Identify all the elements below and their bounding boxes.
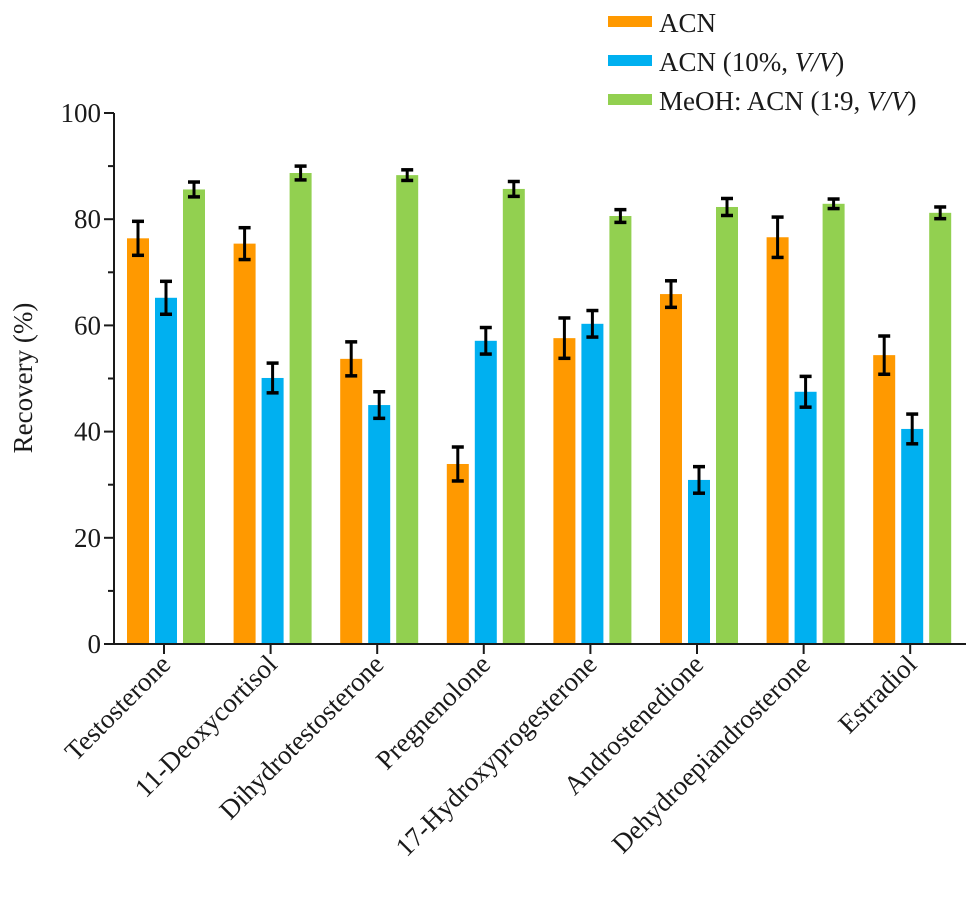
- error-bar: [934, 205, 947, 221]
- legend-label-part: V/V: [795, 47, 839, 77]
- x-category-label: 17-Hydroxyprogesterone: [389, 649, 602, 862]
- x-category-label: Testosterone: [59, 649, 176, 766]
- bar: [340, 358, 363, 644]
- error-bar: [160, 279, 172, 316]
- y-tick-label: 40: [74, 417, 101, 447]
- legend-label-part: ACN: [659, 8, 716, 38]
- bar: [929, 212, 952, 644]
- bar: [396, 175, 419, 644]
- legend-swatch: [608, 55, 652, 66]
- y-tick-label: 0: [88, 629, 102, 659]
- bar: [794, 391, 817, 644]
- bar: [553, 338, 576, 644]
- error-bar: [693, 464, 705, 495]
- error-bar: [878, 334, 891, 377]
- error-bar: [132, 219, 144, 258]
- bar: [233, 243, 256, 644]
- error-bar: [373, 390, 386, 421]
- bar: [368, 405, 391, 644]
- bar: [183, 189, 205, 645]
- y-tick-label: 80: [74, 204, 101, 234]
- y-ticks: 0 20 40 60 80 100: [61, 98, 114, 659]
- legend-label: ACN (10%, V/V): [659, 47, 844, 77]
- legend-label-part: MeOH: ACN (1∶9,: [659, 86, 867, 116]
- bar: [609, 216, 632, 644]
- bar: [446, 463, 469, 644]
- bar: [660, 294, 682, 644]
- error-bar: [558, 316, 571, 361]
- error-bar: [721, 196, 733, 218]
- legend-swatch: [608, 94, 652, 105]
- bar: [502, 188, 525, 645]
- error-bar: [451, 445, 464, 483]
- error-bar: [799, 374, 812, 409]
- bar: [901, 428, 924, 644]
- error-bar: [479, 325, 492, 356]
- error-bar: [614, 207, 627, 225]
- legend-label-part: ): [908, 86, 917, 116]
- bars-layer: [127, 173, 952, 645]
- error-bar: [827, 197, 840, 211]
- bar: [766, 237, 789, 644]
- y-tick-label: 100: [61, 98, 102, 128]
- bar: [873, 355, 896, 644]
- bar: [581, 323, 604, 644]
- error-bar: [771, 215, 784, 260]
- error-bar: [294, 164, 307, 182]
- y-tick-label: 20: [74, 523, 101, 553]
- legend-item: ACN (10%, V/V): [608, 47, 844, 77]
- bar: [127, 238, 149, 645]
- x-category-label: Estradiol: [832, 649, 922, 739]
- error-bar: [401, 168, 414, 183]
- error-bar: [586, 308, 599, 339]
- bar: [716, 206, 738, 644]
- bar: [155, 297, 177, 644]
- legend-label: MeOH: ACN (1∶9, V/V): [659, 86, 917, 116]
- bar: [822, 203, 845, 644]
- error-bar: [266, 361, 279, 395]
- x-category-label: Dehydroepiandrosterone: [606, 649, 816, 859]
- error-bars-layer: [132, 164, 947, 495]
- x-ticks: Testosterone11-DeoxycortisolDihydrotesto…: [59, 644, 922, 862]
- bar: [688, 479, 710, 644]
- error-bar: [188, 180, 200, 199]
- error-bar: [665, 279, 677, 310]
- legend-item: MeOH: ACN (1∶9, V/V): [608, 86, 917, 116]
- legend-label-part: V/V: [867, 86, 911, 116]
- legend-label: ACN: [659, 8, 716, 38]
- bar: [261, 377, 284, 644]
- legend-item: ACN: [608, 8, 716, 38]
- legend-swatch: [608, 16, 652, 27]
- error-bar: [906, 412, 919, 446]
- error-bar: [507, 179, 520, 199]
- bar: [474, 340, 497, 644]
- error-bar: [238, 225, 251, 262]
- y-axis-title: Recovery (%): [8, 303, 38, 454]
- bar: [289, 173, 312, 645]
- error-bar: [345, 340, 358, 378]
- y-tick-label: 60: [74, 310, 101, 340]
- legend-label-part: ACN (10%,: [659, 47, 795, 77]
- legend-label-part: ): [835, 47, 844, 77]
